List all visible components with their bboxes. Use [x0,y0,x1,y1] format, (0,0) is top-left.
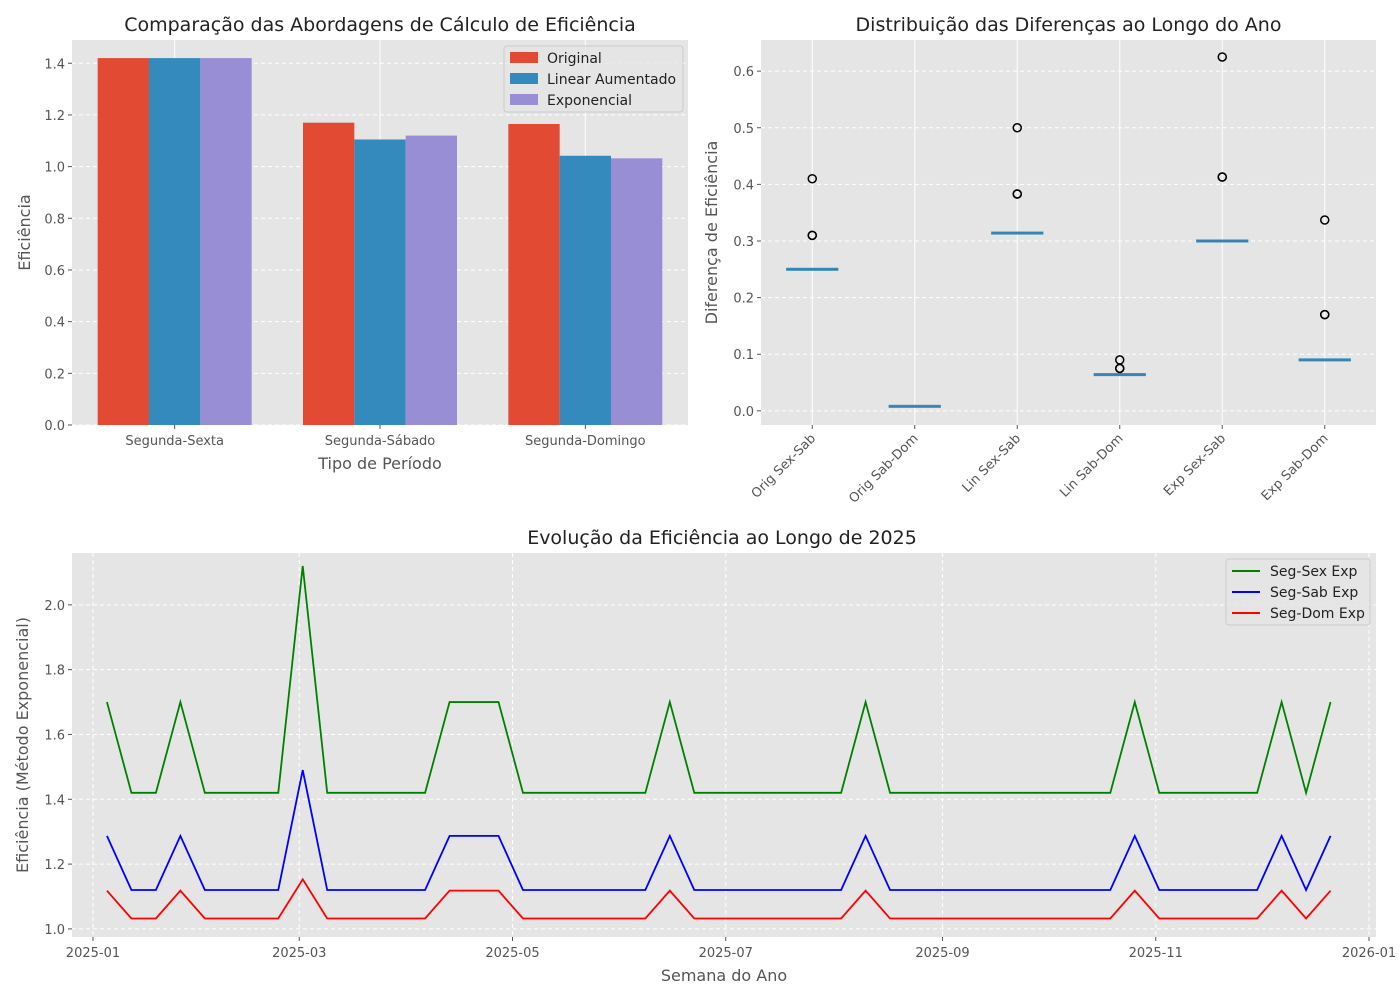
bar-y-axis-label: Eficiência [15,194,34,270]
bar-original [508,123,560,426]
box-y-tick-label: 0.6 [733,65,754,80]
bar-legend-swatch [510,94,538,105]
bar-y-tick-label: 0.6 [44,264,65,279]
line-y-tick-label: 1.2 [44,858,65,873]
box-outlier [1320,215,1330,225]
box-x-tick-label: Exp Sab-Dom [1259,431,1332,504]
line-legend-label: Seg-Sex Exp [1270,564,1358,580]
line-y-tick-label: 2.0 [44,599,65,614]
line-legend-label: Seg-Dom Exp [1270,606,1365,622]
line-x-tick-label: 2025-05 [485,946,539,961]
box-outlier [1217,172,1227,182]
bar-legend-box [503,45,684,113]
bar-legend-swatch [510,73,538,84]
bar-legend-label: Original [547,51,602,67]
box-x-tick-label: Lin Sex-Sab [960,431,1024,495]
line-x-axis-label: Semana do Ano [661,966,787,985]
line-y-tick-label: 1.6 [44,728,65,743]
bar-linear-aumentado [559,155,611,425]
box-plot-area [761,40,1376,425]
line-x-tick-label: 2026-01 [1342,946,1396,961]
bar-x-tick-label: Segunda-Sexta [125,434,224,449]
line-x-tick-label: 2025-03 [272,946,326,961]
box-outlier [1217,52,1227,62]
box-outlier [1320,309,1330,320]
line-chart-title: Evolução da Eficiência ao Longo de 2025 [527,527,917,549]
bar-chart-title: Comparação das Abordagens de Cálculo de … [124,14,636,36]
box-y-axis-label: Diferença de Eficiência [702,141,721,325]
box-outlier [1115,355,1125,365]
line-y-tick-label: 1.0 [44,923,65,938]
line-series-seg-sab-exp [106,769,1332,893]
bar-y-tick-label: 1.2 [44,109,65,124]
line-x-tick-label: 2025-11 [1129,946,1183,961]
line-series-seg-dom-exp [106,877,1332,920]
box-y-tick-label: 0.5 [733,122,754,137]
box-outlier [1012,123,1022,133]
line-legend: Seg-Sex Exp Seg-Sab Exp Seg-Dom Exp [1225,558,1371,626]
box-outlier [807,173,817,184]
box-chart: 0.0 0.1 0.2 0.3 0.4 0.5 0.6 Orig Sex-Sab Orig Sa… [702,14,1376,506]
box-x-tick-label: Orig Sab-Dom [846,431,921,506]
bar-x-tick-label: Segunda-Sábado [325,434,436,449]
box-y-tick-label: 0.2 [733,292,754,307]
bar-original [97,58,149,425]
bar-y-tick-label: 0.4 [44,316,65,331]
bar-y-tick-label: 1.4 [44,57,65,72]
bar-original [303,122,355,425]
box-outlier [1012,189,1022,199]
bar-exponencial [200,58,252,425]
bar-chart: 0.0 0.2 0.4 0.6 0.8 1.0 1.2 1.4 Segunda-Sexta Seg… [15,14,688,473]
box-y-tick-label: 0.3 [733,235,754,250]
line-y-axis-label: Eficiência (Método Exponencial) [13,617,32,873]
line-chart: 1.0 1.2 1.4 1.6 1.8 2.0 2025-01 2025-03 2025-05 2… [13,527,1396,985]
box-x-tick-label: Orig Sex-Sab [749,431,819,501]
bar-x-axis-label: Tipo de Período [317,454,442,473]
line-y-tick-label: 1.8 [44,664,65,679]
box-y-tick-label: 0.1 [733,348,754,363]
box-y-tick-label: 0.4 [733,178,754,193]
box-x-tick-label: Lin Sab-Dom [1057,431,1126,500]
bar-legend-label: Exponencial [547,93,632,109]
bar-legend-swatch [510,52,538,63]
line-x-tick-label: 2025-01 [66,946,120,961]
bar-legend: Original Linear Aumentado Exponencial [503,45,684,113]
bar-exponencial [405,135,457,425]
box-chart-title: Distribuição das Diferenças ao Longo do … [856,14,1282,36]
line-plot-area [72,553,1376,937]
line-y-tick-label: 1.4 [44,793,65,808]
bar-y-tick-label: 0.8 [44,212,65,227]
bar-linear-aumentado [149,58,201,425]
box-outlier [807,230,817,241]
line-x-tick-label: 2025-09 [915,946,969,961]
box-y-tick-label: 0.0 [733,405,754,420]
bar-y-tick-label: 0.0 [44,419,65,434]
line-legend-box [1225,558,1371,626]
line-series-seg-sex-exp [106,565,1332,797]
line-legend-label: Seg-Sab Exp [1270,585,1358,601]
bar-exponencial [611,158,663,425]
line-x-tick-label: 2025-07 [699,946,753,961]
bar-legend-label: Linear Aumentado [547,72,676,88]
bar-x-tick-label: Segunda-Domingo [525,434,646,449]
bar-y-tick-label: 1.0 [44,161,65,176]
bar-y-tick-label: 0.2 [44,367,65,382]
box-x-tick-label: Exp Sex-Sab [1161,431,1229,499]
bar-linear-aumentado [354,139,406,425]
